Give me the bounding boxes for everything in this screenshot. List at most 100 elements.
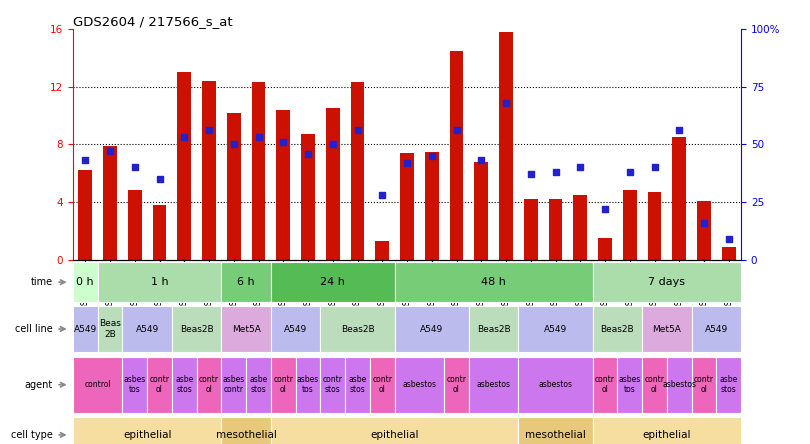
Text: Met5A: Met5A — [232, 325, 261, 333]
Text: asbes
tos: asbes tos — [297, 375, 319, 394]
Bar — [79, 170, 92, 260]
Bar — [301, 134, 315, 260]
Bar — [469, 357, 518, 413]
Bar — [692, 306, 741, 352]
Point — [450, 127, 463, 134]
Point — [376, 191, 389, 198]
Bar — [147, 357, 172, 413]
Point — [351, 127, 364, 134]
Bar — [122, 306, 172, 352]
Text: Beas2B: Beas2B — [477, 325, 510, 333]
Text: mesothelial: mesothelial — [215, 430, 276, 440]
Bar — [518, 417, 593, 444]
Text: contr
stos: contr stos — [322, 375, 343, 394]
Text: Beas2B: Beas2B — [341, 325, 374, 333]
Bar — [197, 357, 221, 413]
Point — [202, 127, 215, 134]
Bar — [692, 357, 716, 413]
Bar — [593, 417, 741, 444]
Text: mesothelial: mesothelial — [525, 430, 586, 440]
Text: asbestos: asbestos — [403, 380, 437, 389]
Point — [648, 164, 661, 171]
Text: asbe
stos: asbe stos — [175, 375, 194, 394]
Bar — [321, 357, 345, 413]
Point — [475, 157, 488, 164]
Bar — [400, 153, 414, 260]
Bar — [221, 306, 271, 352]
Point — [500, 99, 513, 106]
Point — [79, 157, 92, 164]
Bar — [172, 306, 221, 352]
Text: contr
ol: contr ol — [645, 375, 664, 394]
Text: asbe
stos: asbe stos — [348, 375, 367, 394]
Bar — [444, 357, 469, 413]
Text: contr
ol: contr ol — [446, 375, 467, 394]
Text: contr
ol: contr ol — [595, 375, 615, 394]
Bar — [593, 306, 642, 352]
Point — [104, 148, 117, 155]
Bar — [469, 306, 518, 352]
Text: A549: A549 — [420, 325, 443, 333]
Bar — [518, 306, 593, 352]
Bar — [548, 199, 562, 260]
Bar — [296, 357, 321, 413]
Bar — [252, 82, 266, 260]
Point — [573, 164, 586, 171]
Point — [425, 152, 438, 159]
Bar — [345, 357, 370, 413]
Text: control: control — [84, 380, 111, 389]
Bar — [518, 357, 593, 413]
Text: Beas2B: Beas2B — [600, 325, 634, 333]
Text: contr
ol: contr ol — [273, 375, 293, 394]
Bar — [321, 306, 394, 352]
Bar — [177, 72, 191, 260]
Bar — [593, 262, 741, 302]
Text: epithelial: epithelial — [370, 430, 419, 440]
Bar — [73, 262, 98, 302]
Bar — [475, 162, 488, 260]
Text: Beas
2B: Beas 2B — [99, 319, 121, 339]
Bar — [122, 357, 147, 413]
Bar — [593, 357, 617, 413]
Text: GDS2604 / 217566_s_at: GDS2604 / 217566_s_at — [73, 15, 232, 28]
Text: 24 h: 24 h — [320, 277, 345, 287]
Bar — [667, 357, 692, 413]
Bar — [73, 306, 98, 352]
Point — [128, 164, 141, 171]
Bar — [697, 201, 711, 260]
Text: asbes
contr: asbes contr — [223, 375, 245, 394]
Bar — [672, 137, 686, 260]
Point — [524, 171, 537, 178]
Bar — [722, 247, 735, 260]
Bar — [271, 357, 296, 413]
Point — [228, 141, 241, 148]
Bar — [98, 262, 221, 302]
Bar — [227, 113, 241, 260]
Text: asbestos: asbestos — [663, 380, 697, 389]
Bar — [246, 357, 271, 413]
Bar — [172, 357, 197, 413]
Bar — [370, 357, 394, 413]
Point — [549, 168, 562, 175]
Point — [723, 235, 735, 242]
Point — [697, 219, 710, 226]
Bar — [394, 306, 469, 352]
Bar — [642, 306, 692, 352]
Bar — [425, 151, 438, 260]
Point — [301, 150, 314, 157]
Text: A549: A549 — [74, 325, 97, 333]
Bar — [499, 32, 513, 260]
Bar — [221, 262, 271, 302]
Bar — [276, 110, 290, 260]
Bar — [376, 241, 389, 260]
Text: A549: A549 — [705, 325, 728, 333]
Text: 0 h: 0 h — [76, 277, 94, 287]
Bar — [221, 357, 246, 413]
Text: A549: A549 — [284, 325, 307, 333]
Bar — [617, 357, 642, 413]
Bar — [573, 195, 587, 260]
Bar — [524, 199, 538, 260]
Text: contr
ol: contr ol — [150, 375, 169, 394]
Text: cell line: cell line — [15, 324, 53, 334]
Bar — [221, 417, 271, 444]
